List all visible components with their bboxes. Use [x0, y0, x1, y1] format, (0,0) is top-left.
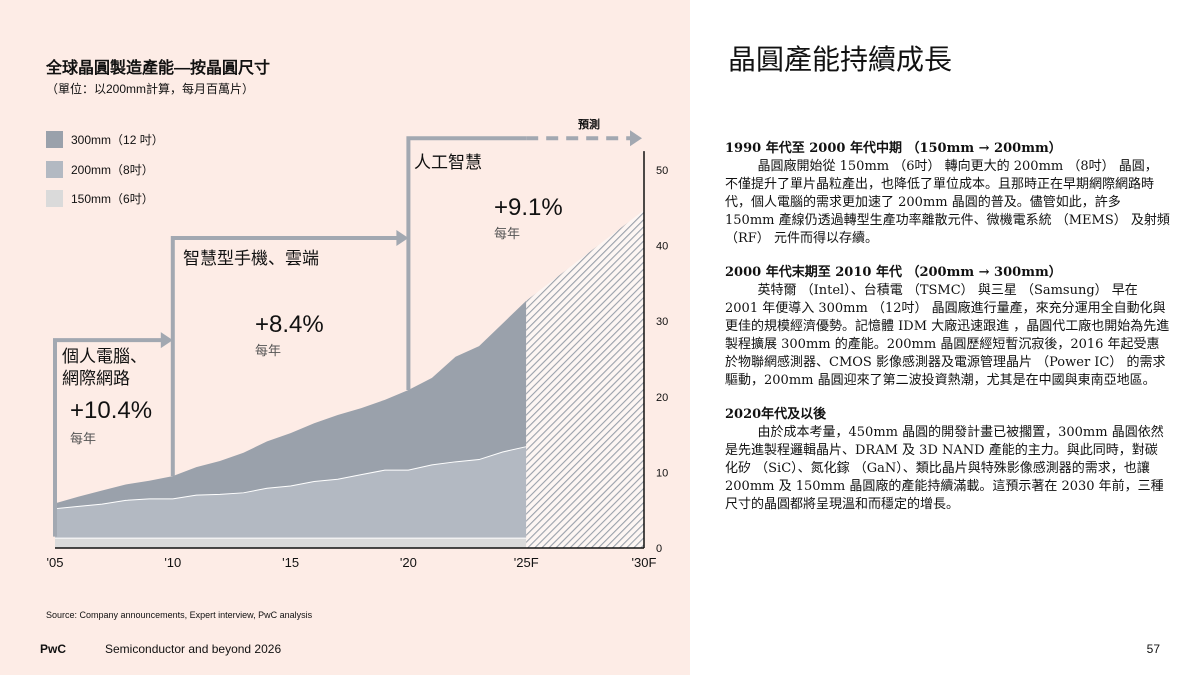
x-tick-label: '05 [47, 555, 64, 570]
section-paragraph: 由於成本考量，450mm 晶圓的開發計畫已被擱置，300mm 晶圓依然是先進製程… [725, 425, 1164, 512]
chart-title: 全球晶圓製造產能—按晶圓尺寸 [46, 60, 271, 77]
x-tick-label: '30F [632, 555, 657, 570]
arrow-head-icon [160, 332, 173, 349]
arrow-head-icon [396, 230, 409, 247]
capacity-area-chart: 0 10 20 30 40 50 '05 '10 '15 '20 '25F '30F [47, 130, 668, 570]
section-body: 1990 年代至 2000 年代中期 （150mm → 200mm） 晶圓廠開始… [725, 140, 1170, 530]
era-arrow-ai [406, 136, 527, 390]
section-paragraph: 晶圓廠開始從 150mm （6吋） 轉向更大的 200mm （8吋） 晶圓，不僅… [725, 159, 1170, 246]
arrow-head-icon [630, 130, 642, 147]
y-tick-label: 0 [656, 543, 662, 555]
section-title: 晶圓產能持續成長 [728, 43, 953, 76]
chart-panel: 0 10 20 30 40 50 '05 '10 '15 '20 '25F '30F 全球晶圓製造產能… [0, 0, 690, 675]
x-tick-label: '20 [400, 555, 417, 570]
area-150mm [55, 538, 527, 548]
area-300mm [55, 300, 527, 509]
y-tick-label: 10 [656, 467, 668, 479]
x-tick-label: '10 [164, 555, 181, 570]
era-unit: 每年 [494, 226, 521, 241]
era-label-ai: 人工智慧 [414, 153, 482, 172]
legend-label: 200mm（8吋） [71, 163, 154, 177]
section-paragraph: 英特爾 （Intel）、台積電 （TSMC） 與三星 （Samsung） 早在 … [725, 283, 1170, 388]
report-title: Semiconductor and beyond 2026 [105, 642, 282, 656]
y-tick-label: 50 [656, 165, 668, 177]
x-tick-label: '15 [282, 555, 299, 570]
line-200mm-top [54, 446, 527, 510]
source-note: Source: Company announcements, Expert in… [46, 610, 313, 620]
era-arrow-pc [53, 338, 163, 537]
section-heading: 2020年代及以後 [725, 407, 827, 422]
era-growth-smartphone: +8.4% [255, 311, 324, 338]
legend-150mm: 150mm（6吋） [46, 190, 154, 207]
era-label-pc: 個人電腦、 網際網路 [62, 346, 147, 390]
legend-label: 150mm（6吋） [71, 192, 154, 206]
y-tick-label: 20 [656, 392, 668, 404]
era-label-line: 網際網路 [62, 369, 130, 388]
brand-logo: PwC [40, 642, 67, 656]
page-number: 57 [1146, 642, 1160, 656]
x-tick-label: '25F [514, 555, 539, 570]
era-unit: 每年 [255, 343, 282, 358]
chart-subtitle: （單位：以200mm計算，每月百萬片） [46, 82, 255, 96]
section-heading: 1990 年代至 2000 年代中期 （150mm → 200mm） [725, 141, 1062, 156]
era-label-line: 個人電腦、 [62, 347, 147, 366]
legend-label: 300mm（12 吋） [71, 133, 164, 147]
era-unit: 每年 [70, 431, 97, 446]
forecast-hatched-area [526, 210, 644, 548]
section-heading: 2000 年代末期至 2010 年代 （200mm → 300mm） [725, 265, 1062, 280]
legend-300mm: 300mm（12 吋） [46, 131, 164, 148]
era-growth-pc: +10.4% [70, 397, 153, 424]
forecast-label: 預測 [578, 119, 600, 131]
y-tick-label: 40 [656, 241, 668, 253]
era-growth-ai: +9.1% [494, 194, 563, 221]
era-label-smartphone: 智慧型手機、雲端 [183, 249, 319, 268]
area-200mm [55, 446, 527, 539]
legend-swatch [46, 131, 63, 148]
legend-200mm: 200mm（8吋） [46, 161, 154, 178]
legend-swatch [46, 190, 63, 207]
era-arrow-smartphone [170, 236, 399, 477]
legend-swatch [46, 161, 63, 178]
y-tick-label: 30 [656, 316, 668, 328]
